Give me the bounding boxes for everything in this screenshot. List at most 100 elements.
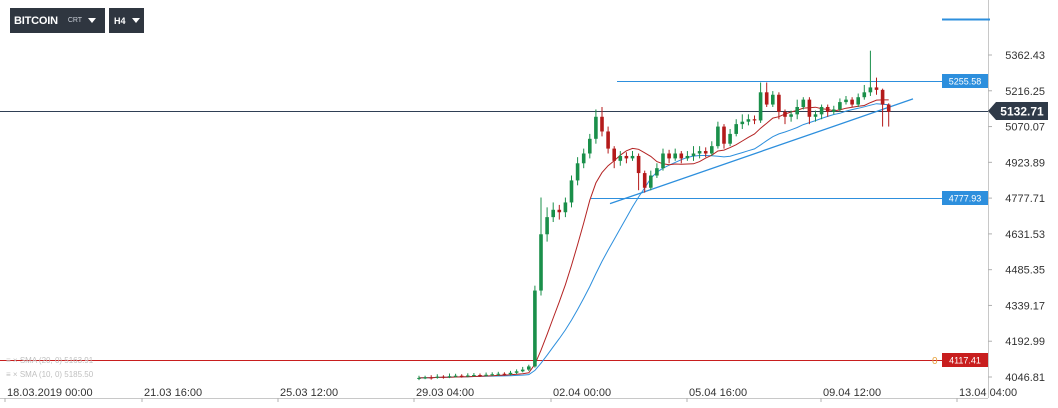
- candle-body: [844, 99, 848, 103]
- candle-body: [423, 377, 427, 379]
- candle: [636, 153, 641, 191]
- sma-10-legend: ≡ × SMA (10, 0) 5185.50: [6, 370, 93, 379]
- candle: [545, 207, 549, 242]
- level-stub-label: 0: [932, 356, 938, 367]
- trendline-line[interactable]: [609, 98, 914, 205]
- candle: [880, 88, 885, 127]
- level-price-tag: 4777.93: [942, 191, 988, 205]
- level-price-tag-bg: [942, 353, 988, 367]
- candle-body: [862, 92, 867, 98]
- candle: [746, 114, 751, 126]
- candle-body: [746, 119, 751, 122]
- candle-body: [429, 377, 433, 379]
- candle: [441, 375, 446, 379]
- level-price-tag-text: 4777.93: [949, 194, 982, 204]
- candle: [673, 148, 677, 161]
- candle-body: [588, 138, 592, 154]
- candle-body: [728, 133, 732, 144]
- candle: [618, 151, 623, 166]
- symbol-selector[interactable]: BITCOIN CRT: [10, 8, 105, 33]
- candle: [832, 105, 836, 115]
- candle: [539, 197, 543, 296]
- candle-body: [734, 124, 738, 134]
- candle: [789, 110, 793, 122]
- candle: [466, 373, 470, 378]
- candle-body: [825, 106, 830, 112]
- candle: [612, 146, 616, 169]
- candle: [740, 114, 745, 130]
- candle-body: [484, 374, 488, 376]
- candle: [813, 110, 818, 122]
- candle-body: [661, 153, 665, 169]
- x-tick-label: 18.03.2019 00:00: [7, 387, 93, 399]
- y-tick-label: 5216.25: [1005, 86, 1045, 98]
- candle: [752, 115, 757, 125]
- candle-body: [642, 173, 647, 188]
- candle-body: [453, 375, 458, 377]
- close-icon[interactable]: ×: [12, 356, 18, 365]
- candle: [722, 124, 726, 149]
- candle-body: [527, 366, 531, 370]
- candles: [417, 50, 891, 381]
- y-tick-label: 4923.89: [1005, 157, 1045, 169]
- chevron-down-icon[interactable]: [131, 18, 140, 23]
- candle: [819, 104, 824, 120]
- candle-body: [832, 109, 836, 112]
- candle-body: [880, 89, 885, 105]
- candle: [588, 133, 592, 159]
- candle: [514, 369, 519, 375]
- trendline[interactable]: [609, 98, 914, 205]
- candle: [734, 119, 738, 137]
- candle: [435, 374, 440, 379]
- candle: [758, 82, 763, 123]
- candle-body: [612, 148, 616, 161]
- candle: [569, 175, 574, 208]
- candle: [551, 202, 555, 223]
- candle: [575, 157, 580, 186]
- candle-body: [545, 217, 549, 235]
- candle: [624, 152, 629, 164]
- candle-body: [819, 106, 824, 115]
- candle-body: [679, 153, 684, 159]
- sma-20-line: [418, 103, 889, 379]
- candle: [886, 103, 891, 127]
- candle-body: [490, 374, 494, 376]
- candle: [655, 163, 659, 178]
- x-tick-label: 13.04 04:00: [959, 387, 1017, 399]
- candle: [594, 109, 598, 144]
- candle-body: [789, 114, 793, 117]
- x-tick-label: 09.04 12:00: [823, 387, 881, 399]
- candle-body: [624, 155, 629, 159]
- candle-body: [771, 94, 775, 105]
- candle: [764, 82, 769, 107]
- candle-body: [740, 121, 745, 125]
- candle-body: [618, 155, 623, 161]
- candle: [533, 285, 537, 368]
- timeframe-selector[interactable]: H4: [109, 8, 144, 33]
- candle: [795, 99, 799, 120]
- current-price-tag-bg: [988, 102, 1048, 120]
- indicator-icon: ≡: [6, 370, 11, 379]
- candle: [606, 126, 610, 154]
- candle: [825, 104, 830, 117]
- y-tick-label: 4631.53: [1005, 229, 1045, 241]
- candle-body: [508, 372, 513, 375]
- candle-body: [594, 116, 598, 139]
- candle-body: [874, 87, 879, 90]
- level-price-tag-text: 5255.58: [949, 77, 982, 87]
- candle: [447, 373, 452, 379]
- candle: [850, 97, 854, 107]
- candle-body: [496, 373, 501, 375]
- chevron-down-icon[interactable]: [88, 18, 97, 23]
- candle-body: [783, 111, 787, 117]
- close-icon[interactable]: ×: [12, 370, 18, 379]
- candle: [697, 146, 702, 159]
- candle: [716, 121, 720, 149]
- candle-body: [722, 126, 726, 144]
- candle: [557, 204, 562, 220]
- candle-body: [758, 92, 763, 121]
- candle-body: [716, 126, 720, 147]
- candle-body: [563, 202, 568, 213]
- y-tick-label: 4046.81: [1005, 372, 1045, 384]
